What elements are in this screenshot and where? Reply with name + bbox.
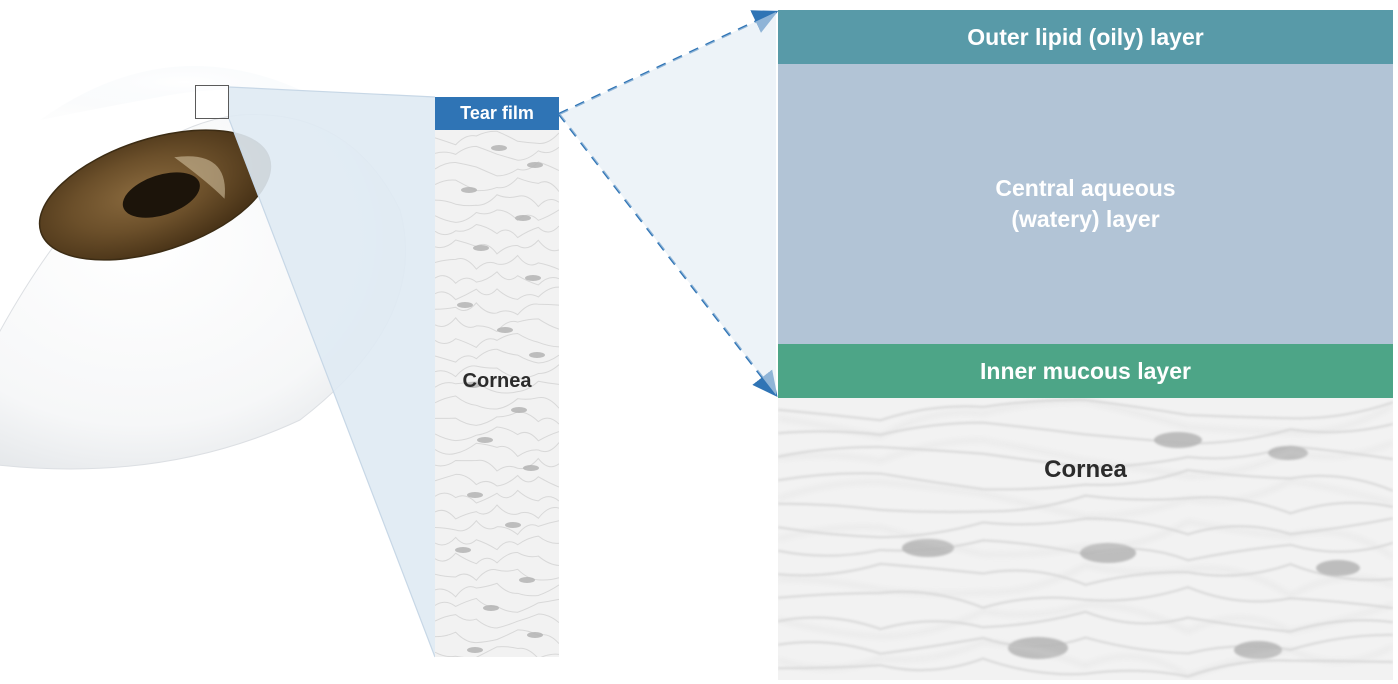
aqueous-layer: Central aqueous (watery) layer [778, 64, 1393, 344]
mucous-layer: Inner mucous layer [778, 344, 1393, 398]
eye-callout-box [195, 85, 229, 119]
lipid-layer: Outer lipid (oily) layer [778, 10, 1393, 64]
cornea-mid-label: Cornea [463, 370, 532, 393]
diagram-stage: Tear film Cornea Outer lipid (oily) laye… [0, 0, 1398, 684]
mid-column: Tear film Cornea [435, 97, 559, 657]
right-column: Outer lipid (oily) layer Central aqueous… [778, 10, 1393, 680]
aqueous-line2: (watery) layer [1011, 206, 1159, 232]
cornea-right-panel: Cornea [778, 398, 1393, 680]
cornea-mid-panel: Cornea [435, 130, 559, 657]
cornea-right-label: Cornea [778, 456, 1393, 484]
eye-illustration [0, 60, 420, 480]
aqueous-line1: Central aqueous [995, 175, 1175, 201]
tearfilm-label: Tear film [435, 97, 559, 130]
